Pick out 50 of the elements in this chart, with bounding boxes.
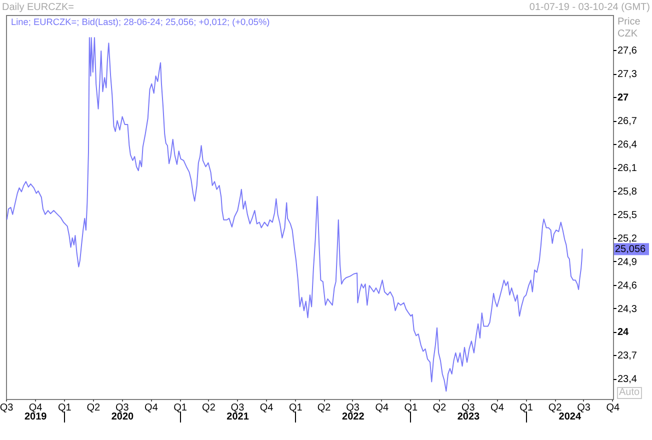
x-tick-label: Q3 bbox=[461, 402, 476, 414]
x-tick-label: Q4 bbox=[260, 402, 274, 414]
y-tick-label: 26,4 bbox=[618, 140, 638, 151]
x-tick-label: Q1 bbox=[288, 402, 303, 414]
x-tick-label: Q2 bbox=[432, 402, 446, 414]
x-tick-label: Q3 bbox=[577, 402, 591, 414]
text: Line; EURCZK=; Bid(Last); 28-06-24; 25,056; +0,012; (+0,05%) bbox=[11, 17, 270, 27]
y-tick-label: 27 bbox=[618, 92, 630, 104]
auto-button: Auto bbox=[617, 387, 642, 399]
y-tick-label: 27,3 bbox=[618, 69, 638, 80]
x2-tick-label: 2022 bbox=[342, 412, 365, 422]
x-tick-label: Q4 bbox=[490, 402, 504, 414]
x2-tick-label: 2020 bbox=[111, 412, 134, 422]
y-tick-label: 24,9 bbox=[618, 256, 638, 268]
line-series bbox=[6, 37, 583, 392]
x-tick-label: Q2 bbox=[317, 402, 332, 414]
chart-subtitle: 01-07-19 - 03-10-24 (GMT) bbox=[529, 2, 650, 13]
y-tick-label: 25,8 bbox=[618, 186, 638, 198]
x-tick-label: Q2 bbox=[86, 402, 100, 414]
y-axis-title: Price CZK bbox=[618, 16, 641, 40]
x-tick-label: Q4 bbox=[144, 402, 158, 414]
x-tick-label: Q3 bbox=[0, 402, 14, 414]
x-tick-label: Q4 bbox=[28, 402, 43, 414]
x2-tick-label: 2021 bbox=[226, 412, 250, 422]
y-tick-label: 23,4 bbox=[618, 374, 638, 386]
x-tick-label: Q1 bbox=[520, 402, 534, 414]
y-tick-label: 25,2 bbox=[618, 233, 638, 244]
annotation: 25,056 bbox=[615, 244, 646, 256]
y-tick-label: 24,3 bbox=[618, 304, 638, 315]
x-tick-label: Q3 bbox=[346, 402, 360, 414]
x-tick-label: Q1 bbox=[58, 402, 72, 414]
x2-tick-label: 2023 bbox=[457, 412, 480, 422]
y-tick-label: 25,5 bbox=[618, 210, 638, 221]
x-tick-label: Q4 bbox=[375, 402, 389, 414]
x-tick-label: Q2 bbox=[548, 402, 562, 414]
x-tick-label: Q3 bbox=[230, 402, 245, 414]
x-tick-label: Q4 bbox=[606, 402, 620, 414]
y-tick-label: 27,6 bbox=[618, 46, 638, 57]
x-tick-label: Q2 bbox=[202, 402, 216, 414]
x2-tick-label: 2024 bbox=[558, 412, 582, 422]
x-tick-label: Q1 bbox=[174, 402, 188, 414]
y-tick-label: 26,1 bbox=[618, 163, 638, 174]
y-tick-label: 23,7 bbox=[618, 350, 638, 362]
x-tick-label: Q3 bbox=[115, 402, 130, 414]
x-tick-label: Q1 bbox=[404, 402, 418, 414]
y-tick-label: 24 bbox=[618, 327, 630, 338]
x2-tick-label: 2019 bbox=[24, 412, 48, 422]
y-tick-label: 26,7 bbox=[618, 116, 638, 128]
chart-title: Daily EURCZK= bbox=[2, 2, 74, 13]
y-tick-label: 24,6 bbox=[618, 280, 638, 292]
